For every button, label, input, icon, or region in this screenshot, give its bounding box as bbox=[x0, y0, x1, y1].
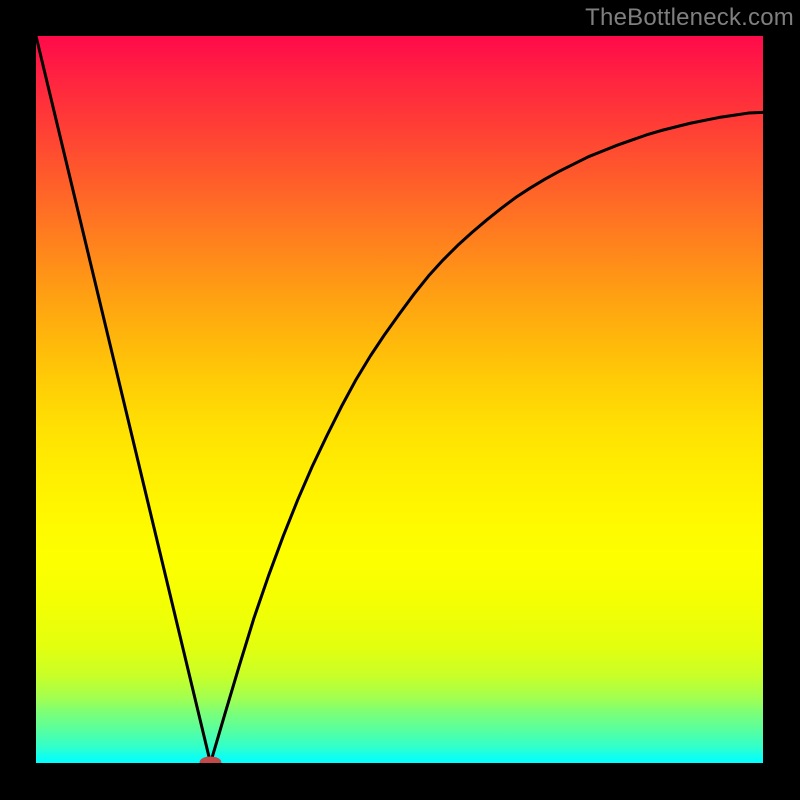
plot-area bbox=[36, 36, 763, 763]
watermark-text: TheBottleneck.com bbox=[585, 4, 794, 32]
curve-layer bbox=[36, 36, 763, 763]
bottleneck-curve bbox=[36, 36, 763, 763]
minimum-marker bbox=[200, 756, 222, 763]
chart-frame: TheBottleneck.com bbox=[0, 0, 800, 800]
